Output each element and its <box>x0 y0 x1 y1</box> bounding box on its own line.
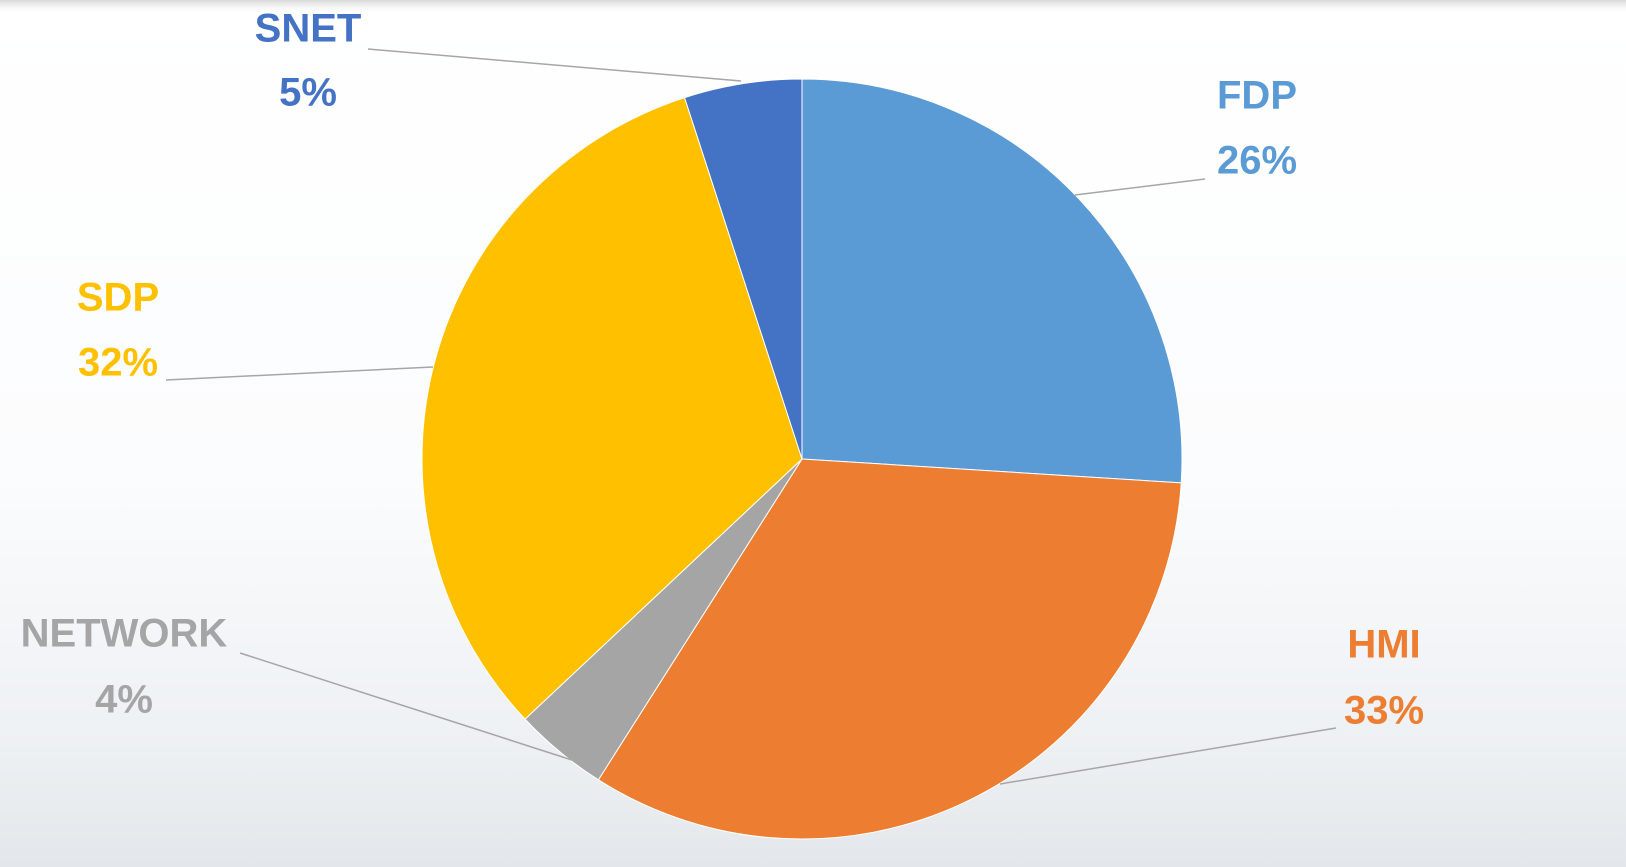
chart: FDP 26% HMI 33% NETWORK 4% SDP 32% SNET 5% <box>0 0 1626 867</box>
pie-slice <box>802 79 1182 483</box>
slice-label: HMI <box>1347 623 1420 667</box>
slice-value-label: 4% <box>95 678 153 722</box>
top-shadow <box>0 0 1626 14</box>
leader-line <box>368 49 741 81</box>
page: {"chart_data": {"type": "pie", "categori… <box>0 0 1626 867</box>
slice-label: FDP <box>1217 74 1297 118</box>
slice-label: NETWORK <box>21 612 228 656</box>
slice-label: SNET <box>255 7 362 51</box>
slice-value-label: 33% <box>1344 689 1424 733</box>
leader-line <box>166 367 433 380</box>
slice-value-label: 5% <box>279 71 337 115</box>
slice-value-label: 26% <box>1217 139 1297 183</box>
slice-label: SDP <box>77 276 159 320</box>
leader-line <box>1075 179 1205 195</box>
slice-value-label: 32% <box>78 341 158 385</box>
